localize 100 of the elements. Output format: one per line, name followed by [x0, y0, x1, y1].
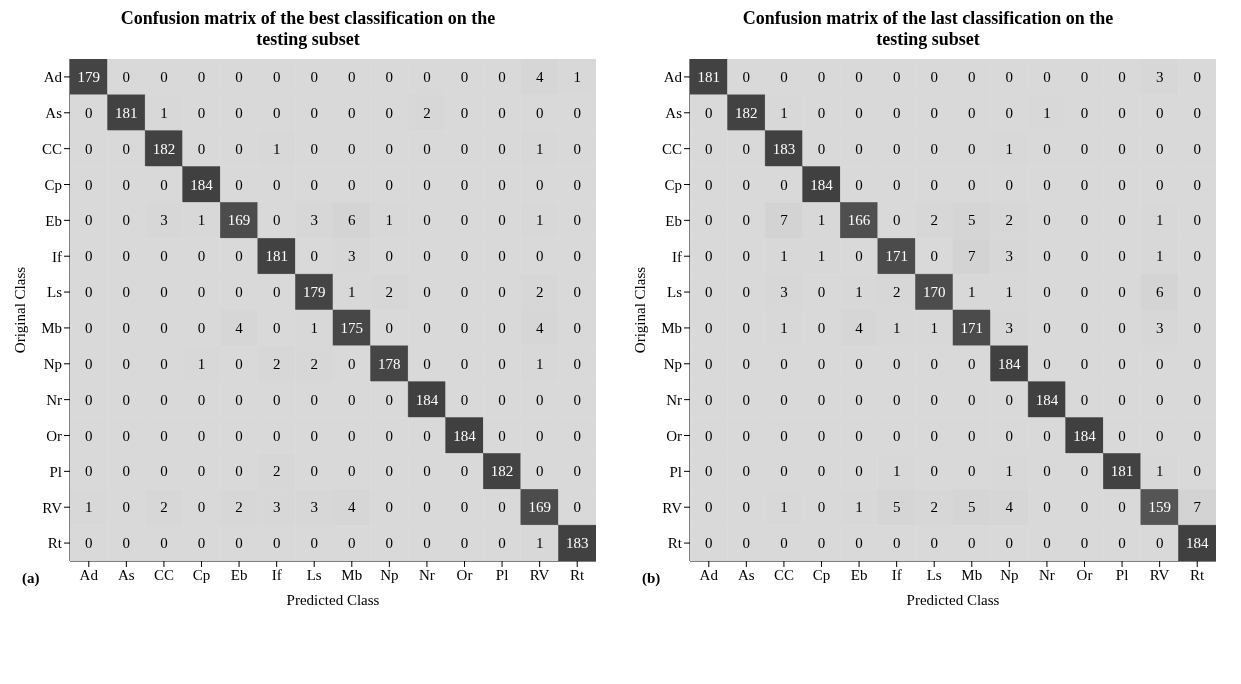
data-label: 0: [817, 391, 826, 408]
data-label: 0: [855, 104, 863, 121]
data-label: 0: [235, 140, 243, 157]
data-label: 2: [423, 104, 431, 121]
data-label: 0: [573, 427, 581, 444]
y-tick-label: Ad: [43, 69, 63, 86]
y-tick-label: Np: [43, 356, 62, 373]
data-label: 0: [160, 355, 168, 372]
data-label: 0: [1043, 463, 1051, 480]
y-tick-label: Nr: [666, 391, 682, 408]
data-label: 0: [460, 355, 469, 372]
data-label: 0: [122, 176, 131, 193]
x-tick-label: CC: [153, 566, 174, 583]
data-label: 0: [535, 176, 544, 193]
y-tick-label: Nr: [46, 391, 62, 408]
data-label: 3: [160, 212, 168, 229]
data-label: 1: [1155, 463, 1164, 480]
data-label: 0: [1118, 284, 1126, 301]
data-label: 0: [705, 140, 713, 157]
data-label: 0: [197, 68, 206, 85]
data-label: 0: [498, 248, 506, 265]
data-label: 0: [85, 104, 93, 121]
data-label: 0: [197, 140, 206, 157]
data-label: 184: [1073, 427, 1097, 444]
data-label: 0: [742, 427, 751, 444]
data-label: 0: [1118, 427, 1126, 444]
data-label: 0: [122, 535, 131, 552]
data-label: 0: [460, 535, 469, 552]
data-label: 1: [780, 499, 788, 516]
data-label: 0: [197, 427, 206, 444]
data-label: 0: [85, 427, 93, 444]
data-label: 0: [968, 104, 976, 121]
data-label: 0: [498, 427, 506, 444]
data-label: 0: [742, 140, 751, 157]
data-label: 3: [1005, 319, 1014, 336]
data-label: 0: [423, 140, 431, 157]
data-label: 1: [817, 248, 826, 265]
data-label: 0: [122, 140, 131, 157]
data-label: 0: [460, 68, 469, 85]
x-tick-label: CC: [773, 566, 794, 583]
data-label: 171: [960, 319, 984, 336]
data-label: 0: [122, 284, 131, 301]
data-label: 2: [535, 284, 544, 301]
data-label: 0: [1043, 319, 1051, 336]
data-label: 0: [1155, 140, 1164, 157]
data-label: 0: [1005, 535, 1014, 552]
data-label: 0: [817, 355, 826, 372]
data-label: 0: [705, 104, 713, 121]
data-label: 0: [197, 499, 206, 516]
data-label: 0: [498, 104, 506, 121]
x-tick-label: Np: [1000, 566, 1019, 583]
data-label: 0: [310, 427, 318, 444]
data-label: 0: [930, 355, 938, 372]
data-label: 0: [780, 535, 788, 552]
data-label: 0: [1193, 284, 1201, 301]
data-label: 2: [272, 355, 281, 372]
data-label: 0: [1080, 535, 1089, 552]
data-label: 0: [460, 104, 469, 121]
data-label: 0: [705, 319, 713, 336]
data-label: 0: [705, 355, 713, 372]
data-label: 0: [348, 463, 356, 480]
x-tick-label: Nr: [1039, 566, 1055, 583]
data-label: 0: [348, 104, 356, 121]
data-label: 0: [892, 176, 901, 193]
y-tick-label: Cp: [664, 176, 682, 193]
data-label: 7: [780, 212, 789, 229]
data-label: 0: [817, 463, 826, 480]
x-tick-label: Ls: [306, 566, 322, 583]
data-label: 184: [190, 176, 214, 193]
data-label: 0: [892, 212, 901, 229]
y-tick-label: Ad: [663, 69, 683, 86]
data-label: 0: [310, 248, 318, 265]
data-label: 0: [385, 319, 394, 336]
data-label: 0: [385, 427, 394, 444]
data-label: 0: [460, 176, 469, 193]
y-tick-label: CC: [661, 140, 682, 157]
data-label: 0: [498, 499, 506, 516]
data-label: 0: [160, 68, 168, 85]
data-label: 0: [385, 140, 394, 157]
y-tick-label: Np: [663, 356, 682, 373]
data-label: 0: [122, 248, 131, 265]
data-label: 0: [122, 427, 131, 444]
data-label: 4: [535, 68, 544, 85]
data-label: 0: [968, 427, 976, 444]
data-label: 0: [705, 427, 713, 444]
data-label: 1: [573, 68, 581, 85]
data-label: 1: [348, 284, 356, 301]
data-label: 0: [1080, 104, 1089, 121]
data-label: 0: [498, 212, 506, 229]
data-label: 0: [385, 499, 394, 516]
data-label: 3: [310, 212, 318, 229]
data-label: 0: [160, 391, 168, 408]
data-label: 0: [930, 176, 938, 193]
data-label: 175: [340, 319, 364, 336]
data-label: 0: [817, 140, 826, 157]
data-label: 0: [85, 212, 93, 229]
y-tick-label: As: [45, 105, 63, 122]
data-label: 0: [122, 499, 131, 516]
data-label: 0: [385, 535, 394, 552]
data-label: 0: [460, 319, 469, 336]
